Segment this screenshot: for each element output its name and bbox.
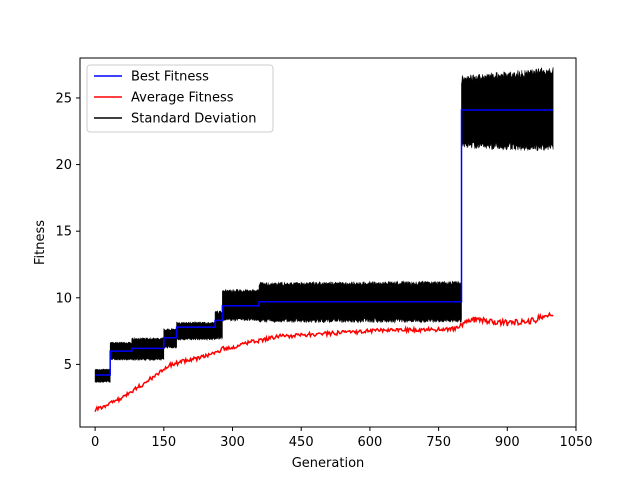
series-average-fitness-line [94,311,554,412]
x-tick-label: 600 [357,435,382,450]
y-tick-label: 25 [55,91,72,106]
y-axis-label: Fitness [33,220,48,265]
x-tick-label: 450 [289,435,314,450]
series-standard-deviation-band [94,67,554,384]
legend-box [86,64,274,133]
series-best-fitness-line [95,109,554,376]
x-tick-label: 300 [220,435,245,450]
y-tick-label: 15 [55,225,72,240]
legend-label-best-fitness: Best Fitness [131,70,209,85]
axis-ticks: 0 150 300 450 600 750 900 1050 5 10 15 20 25 [55,91,592,450]
x-axis-label: Generation [292,456,365,471]
axes-frame [79,57,577,428]
x-tick-label: 900 [495,435,520,450]
x-tick-label: 750 [426,435,451,450]
legend-label-standard-deviation: Standard Deviation [131,112,256,127]
x-tick-label: 0 [91,435,99,450]
legend: Best Fitness Average Fitness Standard Devi… [86,64,274,133]
y-tick-label: 5 [64,358,72,373]
x-tick-label: 150 [151,435,176,450]
y-tick-label: 10 [55,291,72,306]
x-tick-label: 1050 [559,435,592,450]
plot-area [94,67,554,412]
legend-label-average-fitness: Average Fitness [131,91,234,106]
y-tick-label: 20 [55,158,72,173]
